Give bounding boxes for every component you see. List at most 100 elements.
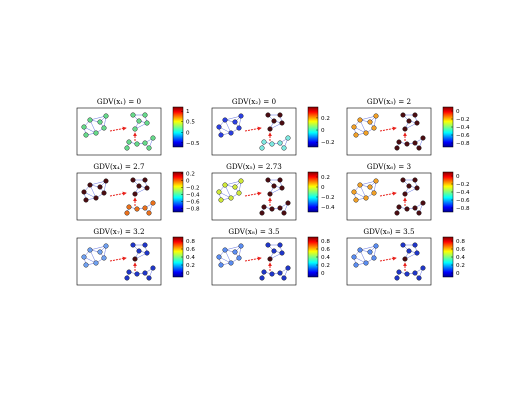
graph-node — [87, 247, 93, 253]
colorbar-tick-label: −0.2 — [186, 186, 200, 192]
graph-node — [353, 197, 359, 203]
colorbar-tick-label: 0 — [321, 128, 325, 134]
graph-node — [373, 243, 379, 249]
graph-node — [97, 249, 103, 255]
flow-arrow — [379, 126, 397, 132]
graph-node — [371, 125, 377, 131]
graph-node — [271, 183, 277, 189]
colorbar-tick-label: −0.5 — [186, 141, 200, 147]
graph-node — [142, 270, 148, 276]
colorbar-tick-label: −0.6 — [186, 200, 200, 206]
graph-node — [367, 119, 373, 125]
graph-node — [277, 242, 283, 248]
panel-1: GDV(x₁) = 0 1 0.5 0 −0.5 — [76, 97, 200, 156]
graph-node — [265, 242, 271, 248]
graph-node — [101, 190, 107, 196]
graph-node — [150, 200, 156, 206]
graph-node — [238, 113, 244, 119]
graph-node — [353, 262, 359, 268]
graph-node — [228, 195, 234, 201]
colorbar-tick-label: 0.6 — [186, 247, 195, 253]
graph-node — [363, 130, 369, 136]
colorbar-tick-label: 0 — [186, 271, 190, 277]
colorbar-tick-label: 0.2 — [321, 116, 330, 122]
graph-node — [130, 177, 136, 183]
graph-node — [371, 255, 377, 261]
graph-node — [412, 140, 418, 146]
graph-node — [406, 118, 412, 124]
graph-node — [134, 271, 140, 277]
graph-node — [81, 254, 87, 260]
graph-node — [363, 260, 369, 266]
graph-node — [142, 242, 148, 248]
graph-node — [81, 189, 87, 195]
graph-node — [281, 210, 287, 216]
flow-arrow — [379, 256, 397, 262]
panel-title: GDV(x₄) = 2.7 — [93, 162, 145, 171]
graph-node — [87, 182, 93, 188]
graph-node — [371, 190, 377, 196]
graph-node — [83, 262, 89, 268]
graph-node — [103, 113, 109, 119]
graph-edge — [89, 180, 107, 186]
graph-node — [269, 271, 275, 277]
graph-node — [83, 197, 89, 203]
colorbar-tick-label: 0.4 — [186, 255, 195, 261]
graph-edge — [359, 180, 377, 186]
graph-node — [97, 119, 103, 125]
graph-node — [83, 132, 89, 138]
graph-node — [132, 126, 138, 132]
graph-node — [146, 145, 152, 151]
graph-node — [218, 197, 224, 203]
panel-7: GDV(x₇) = 3.2 0.8 0.6 0.4 0.2 0 — [76, 227, 195, 286]
graph-edge — [359, 245, 377, 251]
colorbar-tick-label: 0.2 — [321, 175, 330, 181]
graph-node — [277, 140, 283, 146]
graph-node — [101, 125, 107, 131]
colorbar-tick-label: 0.6 — [456, 247, 465, 253]
graph-node — [130, 242, 136, 248]
graph-node — [279, 250, 285, 256]
panel-8: GDV(x₈) = 3.5 0.8 0.6 0.4 0.2 0 — [211, 227, 330, 286]
graph-node — [285, 265, 291, 271]
graph-node — [396, 139, 402, 145]
graph-node — [261, 139, 267, 145]
colorbar-tick-label: 0.6 — [321, 247, 330, 253]
graph-node — [412, 112, 418, 118]
graph-node — [136, 183, 142, 189]
graph-node — [265, 112, 271, 118]
graph-node — [404, 206, 410, 212]
graph-node — [367, 184, 373, 190]
graph-edge — [224, 115, 242, 121]
graph-node — [267, 256, 273, 262]
graph-node — [124, 145, 130, 151]
flow-arrow — [109, 126, 127, 132]
graph-node — [400, 112, 406, 118]
graph-node — [277, 112, 283, 118]
graph-node — [93, 195, 99, 201]
colorbar-tick-label: −0.6 — [456, 133, 470, 139]
flow-arrow — [379, 191, 397, 197]
graph-node — [394, 275, 400, 281]
colorbar-tick-label: 0 — [456, 271, 460, 277]
graph-node — [142, 177, 148, 183]
graph-node — [142, 140, 148, 146]
panel-title: GDV(x₅) = 2.73 — [226, 162, 282, 171]
panel-2: GDV(x₂) = 0 0.2 0 −0.2 — [211, 97, 335, 156]
panel-title: GDV(x₈) = 3.5 — [228, 227, 280, 236]
graph-node — [124, 275, 130, 281]
graph-node — [101, 255, 107, 261]
colorbar — [172, 106, 184, 148]
graph-node — [406, 248, 412, 254]
graph-node — [126, 269, 132, 275]
colorbar-tick-label: 0.2 — [186, 263, 195, 269]
graph-node — [420, 265, 426, 271]
graph-node — [357, 247, 363, 253]
colorbar-tick-label: −0.8 — [456, 206, 470, 212]
colorbar — [307, 171, 319, 213]
graph-node — [103, 243, 109, 249]
flow-arrow — [109, 191, 127, 197]
graph-node — [236, 190, 242, 196]
graph-node — [277, 205, 283, 211]
